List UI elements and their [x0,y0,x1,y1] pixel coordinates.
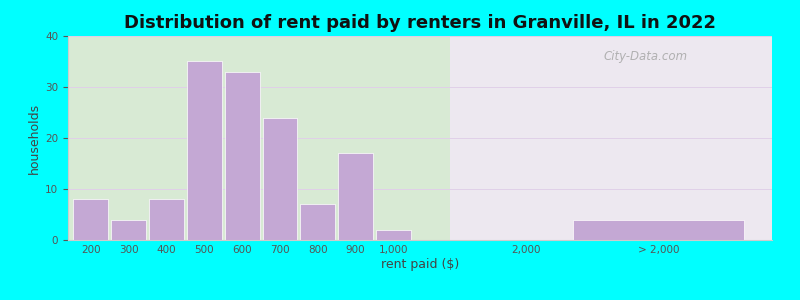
Bar [225,72,259,240]
Bar [262,118,298,240]
X-axis label: rent paid ($): rent paid ($) [381,258,459,271]
Bar [574,220,744,240]
Y-axis label: households: households [28,102,41,174]
Bar [300,204,335,240]
Text: City-Data.com: City-Data.com [603,50,687,63]
Bar [111,220,146,240]
Bar [338,153,373,240]
Bar [376,230,411,240]
Bar [149,199,184,240]
Bar [74,199,108,240]
Title: Distribution of rent paid by renters in Granville, IL in 2022: Distribution of rent paid by renters in … [124,14,716,32]
Bar [187,61,222,240]
Bar [450,36,800,240]
